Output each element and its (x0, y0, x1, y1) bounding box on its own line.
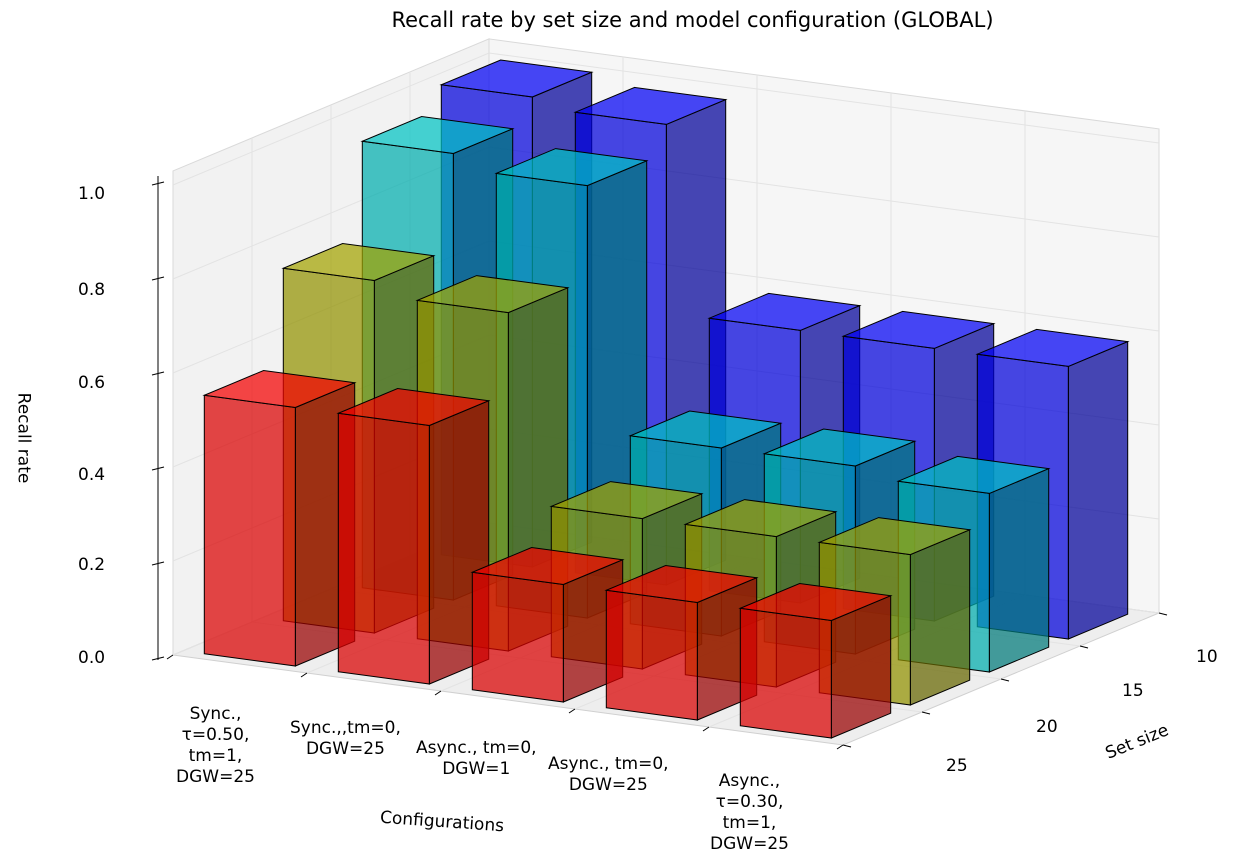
z-axis (151, 176, 1168, 750)
bar (738, 582, 893, 739)
bar-top (494, 148, 649, 187)
bar-top (202, 369, 357, 409)
config-label-line: tm=1, (188, 746, 243, 766)
bars (202, 59, 1130, 739)
config-label: Async., tm=0, DGW=1 (416, 738, 537, 780)
config-label-line: DGW=25 (176, 767, 255, 787)
bar-top (549, 481, 704, 520)
z-tick-label: 0.0 (78, 648, 106, 668)
y-tick (1000, 678, 1010, 682)
bar-top (975, 328, 1130, 367)
z-axis-label: Recall rate (13, 392, 34, 484)
bar-top (439, 59, 594, 98)
set-size-tick-label: 10 (1196, 647, 1218, 667)
z-tick (151, 466, 165, 471)
x-tick (166, 654, 174, 660)
z-tick (151, 561, 165, 566)
config-label-line: τ=0.30, (715, 792, 784, 812)
bar (336, 387, 491, 685)
z-tick-label: 0.2 (78, 555, 106, 575)
bar-front (471, 571, 564, 703)
bar (470, 546, 625, 703)
config-label-line: τ=0.50, (181, 725, 250, 745)
bar-top (841, 310, 996, 349)
bar-front (739, 607, 832, 739)
x-tick (836, 744, 844, 750)
bar-top (707, 292, 862, 331)
set-size-tick-label: 25 (946, 756, 968, 776)
y-tick (1079, 645, 1089, 649)
z-tick-label: 0.8 (78, 280, 106, 300)
gridline (172, 52, 1160, 186)
bar-top (817, 517, 972, 556)
x-tick (300, 672, 308, 678)
config-label-line: Sync., (189, 704, 242, 724)
z-tick-label: 0.6 (78, 373, 106, 393)
config-label-line: DGW=25 (305, 739, 385, 759)
bar-front (203, 394, 296, 667)
bar (202, 369, 357, 667)
bar-top (573, 86, 728, 125)
config-label-line: DGW=25 (710, 834, 789, 854)
config-label-line: tm=1, (722, 813, 777, 833)
bar-top (281, 242, 436, 282)
bar-top (360, 115, 515, 155)
z-tick (151, 276, 165, 281)
z-tick-label: 1.0 (78, 184, 106, 204)
bar-top (628, 410, 783, 449)
x-tick (434, 690, 442, 696)
bar-top (762, 428, 917, 467)
bar-top (738, 582, 893, 622)
z-tick (151, 181, 165, 186)
bar-side (1067, 340, 1129, 640)
y-tick (1158, 612, 1168, 616)
set-size-tick-label: 15 (1122, 681, 1144, 701)
config-label: Async., tm=0, DGW=25 (548, 754, 669, 796)
z-tick (151, 371, 165, 376)
bar (604, 564, 759, 721)
x-tick (702, 726, 710, 732)
bar-top (470, 546, 625, 586)
bar-top (896, 455, 1051, 494)
bar-side (988, 467, 1050, 673)
config-label: Async., τ=0.30, tm=1, DGW=25 (710, 771, 789, 855)
bar-side (909, 529, 971, 706)
set-size-tick-label: 20 (1036, 717, 1058, 737)
chart-title: Recall rate by set size and model config… (391, 8, 994, 32)
bar-top (604, 564, 759, 604)
config-label-line: Sync.,,tm=0, (290, 718, 401, 738)
bar-top (683, 499, 838, 538)
config-label-line: DGW=25 (568, 775, 648, 795)
bar-top (336, 387, 491, 427)
config-label-line: Async., (718, 771, 781, 791)
config-label-line: Async., tm=0, (416, 738, 537, 758)
config-label: Sync., τ=0.50, tm=1, DGW=25 (176, 704, 255, 788)
z-tick (151, 656, 165, 661)
x-tick (568, 708, 576, 714)
bar-top (415, 275, 570, 314)
config-label-line: DGW=1 (442, 759, 511, 779)
config-label: Sync.,,tm=0, DGW=25 (290, 718, 401, 760)
bar-front (337, 412, 430, 685)
bar-front (605, 589, 698, 721)
z-tick-label: 0.4 (78, 465, 106, 485)
config-label-line: Async., tm=0, (548, 754, 669, 774)
y-tick (921, 711, 931, 715)
y-tick (842, 744, 852, 748)
